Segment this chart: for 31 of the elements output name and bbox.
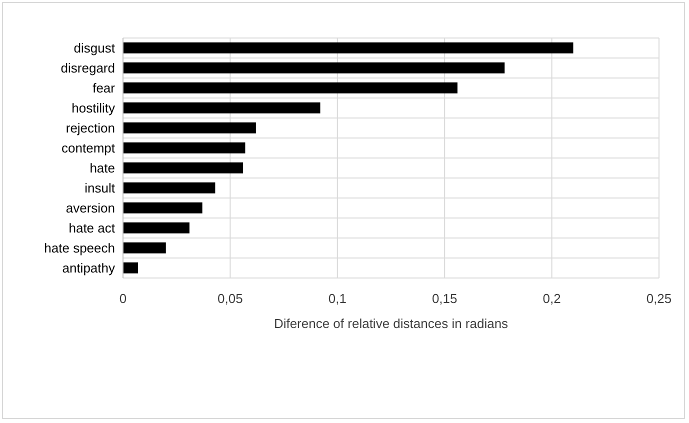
y-tick-label: hostility — [72, 100, 116, 116]
x-tick-label: 0,15 — [432, 291, 458, 306]
bar — [123, 222, 190, 234]
y-tick-label: hate speech — [44, 240, 115, 256]
bar — [123, 42, 574, 54]
bar — [123, 262, 138, 274]
bar — [123, 102, 320, 114]
x-tick-label: 0,2 — [542, 291, 561, 306]
bar — [123, 182, 216, 194]
y-tick-label: disgust — [74, 40, 116, 56]
x-tick-label: 0 — [119, 291, 127, 306]
x-tick-label: 0,05 — [218, 291, 243, 306]
bar — [123, 82, 458, 94]
bar — [123, 242, 166, 254]
y-tick-label: hate — [90, 160, 115, 176]
y-tick-label: fear — [92, 80, 116, 96]
x-axis-title: Diference of relative distances in radians — [274, 316, 509, 331]
y-tick-label: insult — [84, 180, 116, 196]
bar — [123, 162, 244, 174]
bar — [123, 142, 246, 154]
bar — [123, 62, 505, 74]
y-tick-label: disregard — [60, 60, 115, 76]
y-tick-label: hate act — [68, 220, 116, 236]
y-tick-label: aversion — [66, 200, 115, 216]
y-tick-label: rejection — [66, 120, 115, 136]
bar — [123, 122, 256, 134]
x-tick-label: 0,25 — [646, 291, 672, 306]
y-tick-label: antipathy — [62, 260, 116, 276]
bar — [123, 202, 202, 214]
y-tick-label: contempt — [62, 140, 116, 156]
x-tick-label: 0,1 — [328, 291, 346, 306]
